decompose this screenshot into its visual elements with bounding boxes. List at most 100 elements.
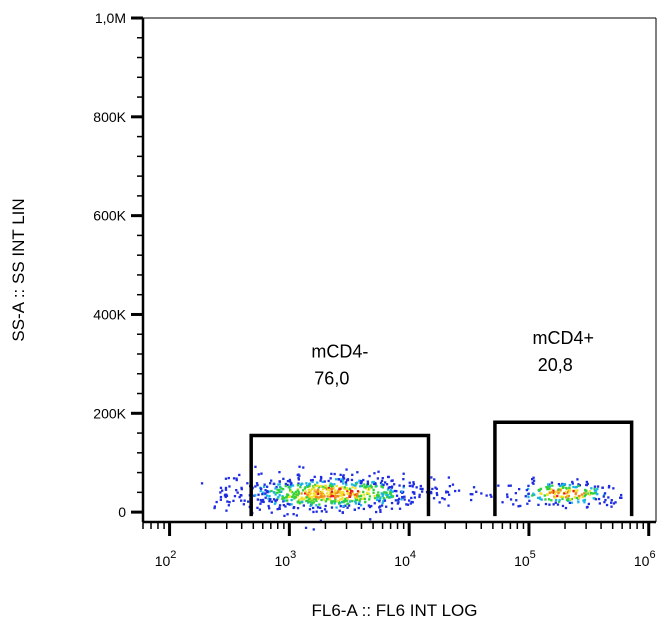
gate-mcd4-negative	[249, 433, 431, 517]
event-dot	[339, 490, 342, 493]
event-dot	[393, 483, 396, 486]
event-dot	[329, 492, 332, 495]
event-dot	[330, 502, 333, 505]
event-dot	[334, 498, 337, 501]
event-dot	[620, 496, 623, 499]
event-dot	[340, 491, 343, 495]
event-dot	[390, 501, 394, 505]
event-dot	[224, 493, 227, 496]
event-dot	[304, 490, 307, 493]
event-dot	[273, 502, 277, 505]
event-dot	[382, 491, 386, 494]
event-dot	[447, 476, 450, 479]
event-dot	[298, 498, 301, 501]
event-dot	[349, 500, 352, 503]
event-dot	[345, 487, 348, 490]
event-dot	[561, 504, 565, 508]
event-dot	[366, 482, 370, 485]
event-dot	[397, 497, 401, 500]
event-dot	[369, 484, 373, 487]
event-dot	[367, 488, 370, 492]
event-dot	[532, 476, 535, 479]
event-dot	[303, 487, 306, 490]
event-dot	[506, 495, 509, 499]
event-dot	[278, 491, 281, 494]
event-dot	[286, 502, 289, 505]
event-dot	[544, 502, 548, 506]
x-axis-title: FL6-A :: FL6 INT LOG	[312, 601, 478, 620]
event-dot	[358, 499, 361, 502]
event-dot	[610, 499, 613, 502]
event-dot	[348, 504, 351, 507]
event-dot	[315, 510, 318, 513]
event-dot	[518, 488, 521, 491]
event-dot	[583, 498, 586, 502]
event-dot	[340, 501, 343, 504]
event-dot	[545, 486, 548, 489]
event-dot	[298, 474, 301, 477]
event-dot	[316, 492, 320, 496]
event-dot	[584, 493, 587, 496]
event-dot	[312, 506, 315, 510]
event-dot	[257, 473, 260, 476]
event-dot	[272, 482, 275, 485]
event-dot	[368, 487, 371, 490]
event-dot	[451, 483, 455, 486]
event-dot	[547, 483, 550, 486]
event-dot	[278, 507, 281, 510]
event-dot	[391, 479, 394, 482]
event-dot	[415, 486, 418, 489]
y-tick-label: 600K	[93, 208, 126, 224]
event-dot	[380, 504, 384, 507]
event-dot	[572, 490, 575, 493]
event-dot	[219, 491, 222, 494]
event-dot	[548, 485, 551, 488]
event-dot	[305, 499, 308, 503]
event-dot	[259, 502, 262, 505]
event-dot	[328, 488, 331, 491]
gates-layer: mCD4- 76,0 mCD4+ 20,8	[249, 328, 634, 517]
event-dot	[585, 506, 589, 509]
event-dot	[317, 484, 320, 488]
event-dot	[402, 472, 405, 475]
event-dot	[302, 504, 305, 507]
event-dot	[260, 472, 263, 475]
event-dot	[275, 485, 278, 489]
event-dot	[307, 491, 310, 495]
event-dot	[274, 499, 277, 502]
event-dot	[366, 491, 369, 494]
event-dot	[358, 490, 361, 494]
event-dot	[278, 486, 282, 489]
event-dot	[567, 491, 570, 494]
event-dot	[418, 495, 421, 499]
event-dot	[382, 497, 385, 500]
event-dot	[282, 504, 285, 507]
event-dot	[282, 488, 285, 491]
event-dot	[386, 488, 390, 491]
event-dot	[278, 480, 281, 483]
event-dot	[435, 492, 438, 495]
event-dot	[293, 506, 296, 509]
event-dot	[612, 487, 615, 490]
event-dot	[368, 498, 371, 501]
event-dot	[293, 497, 296, 500]
event-dot	[235, 489, 238, 492]
event-dot	[295, 514, 298, 517]
event-dot	[368, 505, 372, 509]
event-dot	[322, 493, 325, 496]
event-dot	[354, 500, 357, 503]
event-dot	[574, 486, 577, 489]
event-dot	[413, 492, 416, 495]
event-dot	[509, 484, 512, 487]
event-dot	[326, 495, 329, 498]
event-dot	[323, 495, 326, 498]
event-dot	[577, 484, 580, 488]
event-dot	[281, 496, 284, 499]
event-dot	[330, 500, 333, 503]
event-dot	[527, 487, 530, 491]
event-dot	[333, 483, 336, 486]
event-dot	[280, 487, 283, 490]
event-dot	[561, 483, 564, 486]
event-dot	[335, 506, 338, 509]
event-dot	[339, 505, 342, 508]
